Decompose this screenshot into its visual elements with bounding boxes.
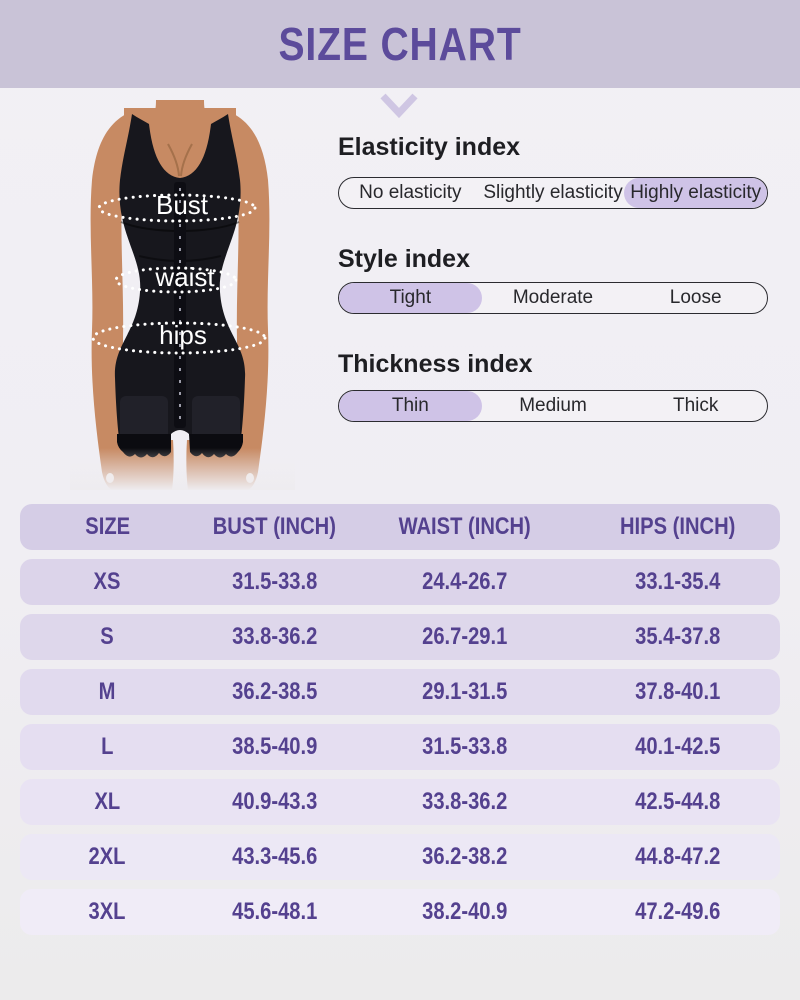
- elasticity-index-bar: No elasticity Slightly elasticity Highly…: [338, 177, 768, 209]
- bust-label: Bust: [156, 190, 209, 220]
- hips-value: 47.2-49.6: [634, 898, 720, 925]
- size-value: XS: [93, 568, 121, 595]
- mesh-right-leg: [192, 396, 240, 446]
- waist-value: 38.2-40.9: [421, 898, 508, 925]
- table-row-m: M 36.2-38.5 29.1-31.5 37.8-40.1: [20, 669, 780, 715]
- thickness-index-bar: Thin Medium Thick: [338, 390, 768, 422]
- elasticity-index-title: Elasticity index: [338, 133, 521, 161]
- waist-value: 31.5-33.8: [421, 733, 508, 760]
- style-index-title: Style index: [338, 245, 470, 273]
- photo-bottom-fade: [70, 448, 295, 490]
- bust-measure-line: [97, 193, 257, 223]
- bust-value: 33.8-36.2: [231, 623, 318, 650]
- hips-value: 40.1-42.5: [634, 733, 720, 760]
- hips-measure-line: [91, 321, 267, 355]
- chevron-down-icon: [380, 93, 418, 119]
- size-value: 2XL: [88, 843, 126, 870]
- size-value: M: [98, 678, 116, 705]
- col-header-waist: WAIST (INCH): [398, 513, 531, 540]
- waist-value: 24.4-26.7: [421, 568, 508, 595]
- waist-value: 26.7-29.1: [421, 623, 508, 650]
- option-thin: Thin: [339, 391, 482, 421]
- col-header-size: SIZE: [84, 513, 130, 540]
- waist-value: 33.8-36.2: [421, 788, 508, 815]
- waist-label: waist: [154, 262, 215, 292]
- cleavage-line: [167, 143, 193, 177]
- size-value: L: [101, 733, 114, 760]
- bust-value: 40.9-43.3: [231, 788, 318, 815]
- mesh-left-leg: [120, 396, 168, 446]
- option-no-elasticity: No elasticity: [359, 182, 462, 203]
- table-header-row: SIZE BUST (INCH) WAIST (INCH) HIPS (INCH…: [20, 504, 780, 550]
- hips-value: 35.4-37.8: [634, 623, 720, 650]
- hips-value: 42.5-44.8: [634, 788, 720, 815]
- size-table: SIZE BUST (INCH) WAIST (INCH) HIPS (INCH…: [20, 504, 780, 944]
- waist-measure-line: [114, 266, 238, 294]
- bust-value: 31.5-33.8: [231, 568, 318, 595]
- table-row-s: S 33.8-36.2 26.7-29.1 35.4-37.8: [20, 614, 780, 660]
- product-photo: Bust waist hips: [70, 100, 295, 490]
- col-header-bust: BUST (INCH): [212, 513, 337, 540]
- table-row-2xl: 2XL 43.3-45.6 36.2-38.2 44.8-47.2: [20, 834, 780, 880]
- hips-value: 37.8-40.1: [634, 678, 720, 705]
- option-tight: Tight: [339, 283, 482, 313]
- style-index-bar: Tight Moderate Loose: [338, 282, 768, 314]
- table-row-3xl: 3XL 45.6-48.1 38.2-40.9 47.2-49.6: [20, 889, 780, 935]
- table-row-xl: XL 40.9-43.3 33.8-36.2 42.5-44.8: [20, 779, 780, 825]
- col-header-hips: HIPS (INCH): [619, 513, 736, 540]
- size-value: 3XL: [88, 898, 126, 925]
- option-medium: Medium: [519, 395, 587, 416]
- option-moderate: Moderate: [512, 287, 594, 308]
- option-thick: Thick: [672, 395, 719, 416]
- thickness-index-title: Thickness index: [338, 350, 533, 378]
- bust-value: 36.2-38.5: [231, 678, 318, 705]
- hook-closure-strip: [174, 182, 186, 428]
- option-loose: Loose: [669, 287, 722, 308]
- size-value: XL: [94, 788, 121, 815]
- table-row-xs: XS 31.5-33.8 24.4-26.7 33.1-35.4: [20, 559, 780, 605]
- bust-value: 43.3-45.6: [231, 843, 318, 870]
- header-band: SIZE CHART: [0, 0, 800, 88]
- waist-value: 36.2-38.2: [421, 843, 508, 870]
- hips-value: 33.1-35.4: [634, 568, 720, 595]
- bust-value: 38.5-40.9: [231, 733, 318, 760]
- hips-label: hips: [159, 320, 207, 350]
- bust-value: 45.6-48.1: [231, 898, 318, 925]
- table-row-l: L 38.5-40.9 31.5-33.8 40.1-42.5: [20, 724, 780, 770]
- size-value: S: [100, 623, 115, 650]
- waist-value: 29.1-31.5: [421, 678, 508, 705]
- option-highly-elasticity: Highly elasticity: [624, 178, 767, 208]
- option-slightly-elasticity: Slightly elasticity: [483, 182, 623, 203]
- page-title: SIZE CHART: [278, 18, 522, 70]
- hips-value: 44.8-47.2: [634, 843, 720, 870]
